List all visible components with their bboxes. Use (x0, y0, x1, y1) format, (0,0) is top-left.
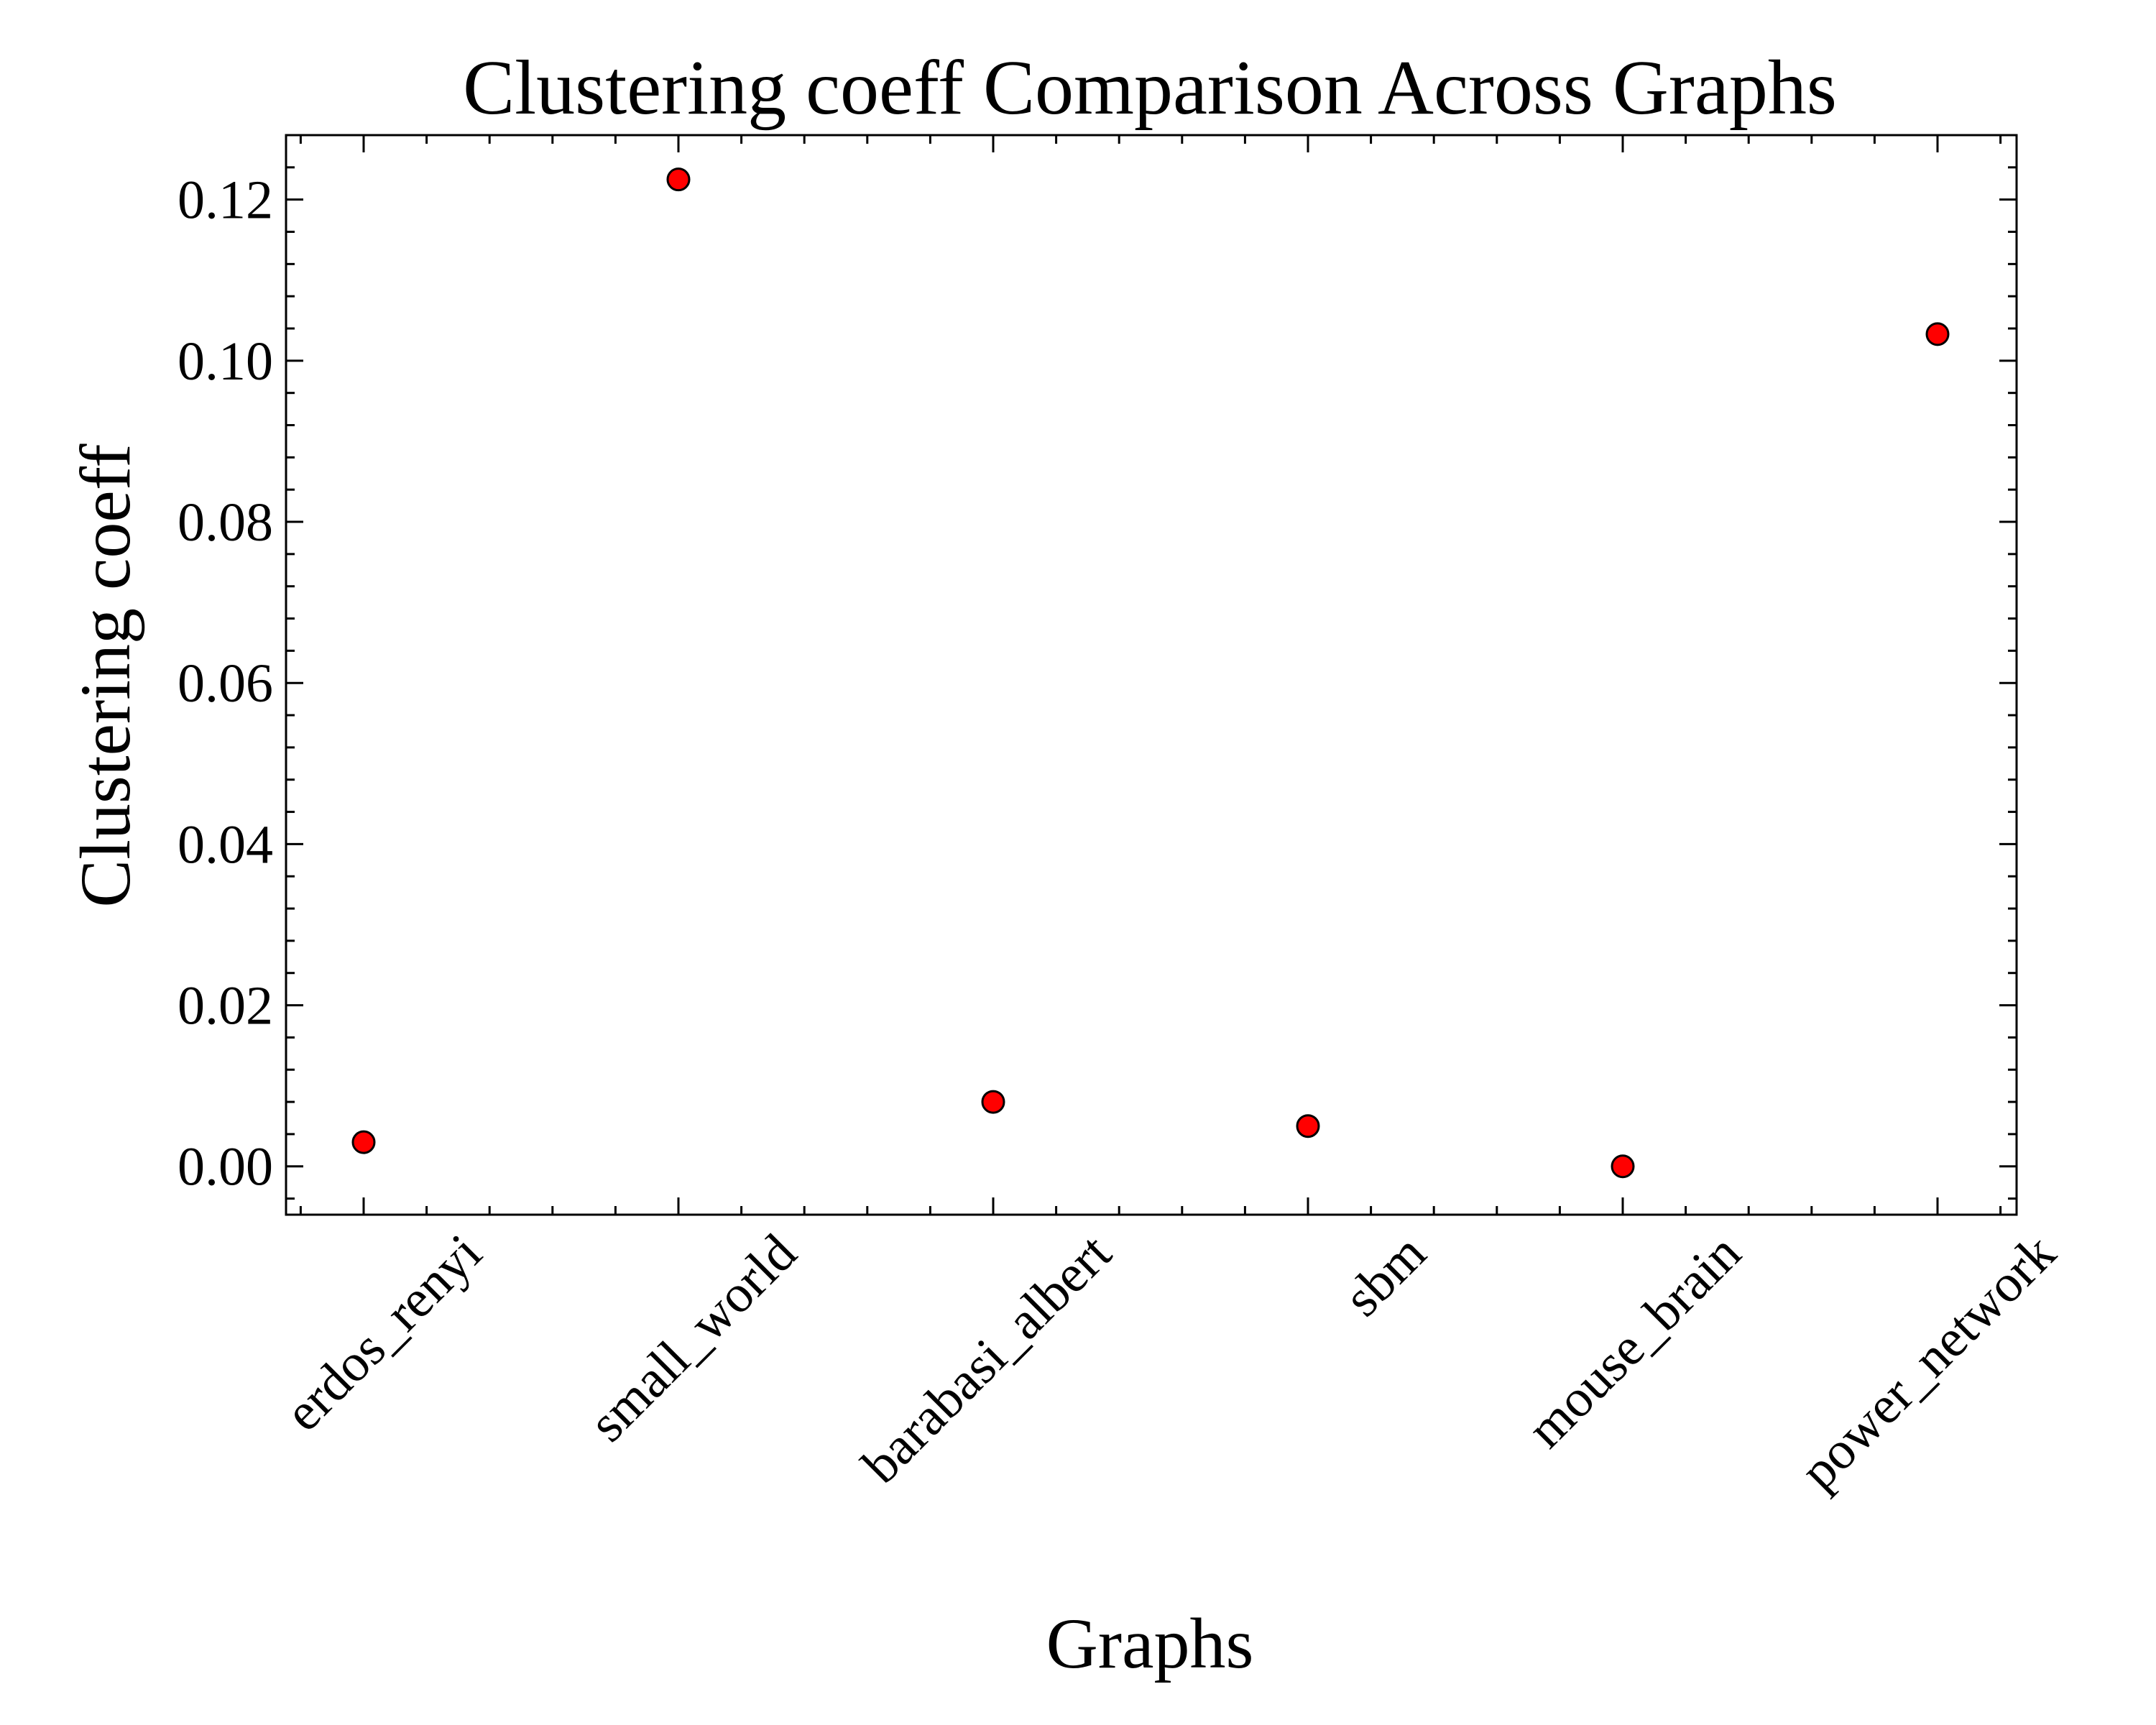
points-layer (351, 167, 1950, 1179)
y-tick-label: 0.02 (178, 976, 273, 1036)
y-tick-label: 0.10 (178, 331, 273, 392)
x-tick-label: power_network (1789, 1223, 2067, 1501)
data-point (1925, 322, 1950, 346)
x-tick-label: small_world (578, 1223, 808, 1453)
y-tick-label: 0.08 (178, 492, 273, 553)
y-tick-label: 0.06 (178, 653, 273, 714)
y-tick-label: 0.00 (178, 1137, 273, 1197)
x-axis-label: Graphs (1046, 1604, 1254, 1683)
y-axis-label: Clustering coeff (65, 443, 145, 908)
data-point (1611, 1154, 1635, 1179)
data-point (981, 1090, 1005, 1114)
plot-frame (285, 134, 2018, 1216)
ticks-layer (286, 135, 2017, 1215)
y-tick-labels: 0.00 0.02 0.04 0.06 0.08 0.10 0.12 (178, 170, 273, 1197)
x-tick-label: erdos_renyi (274, 1223, 493, 1443)
x-tick-labels: erdos_renyi small_world barabasi_albert sbm… (274, 1223, 2067, 1501)
x-tick-label: barabasi_albert (851, 1223, 1123, 1495)
data-point (666, 167, 691, 192)
y-tick-label: 0.04 (178, 814, 273, 875)
data-point (351, 1130, 376, 1154)
chart-title: Clustering coeff Comparison Across Graph… (463, 45, 1837, 131)
y-tick-label: 0.12 (178, 170, 273, 231)
x-tick-label: mouse_brain (1516, 1223, 1752, 1459)
x-tick-label: sbm (1333, 1223, 1437, 1328)
data-point (1296, 1114, 1320, 1138)
